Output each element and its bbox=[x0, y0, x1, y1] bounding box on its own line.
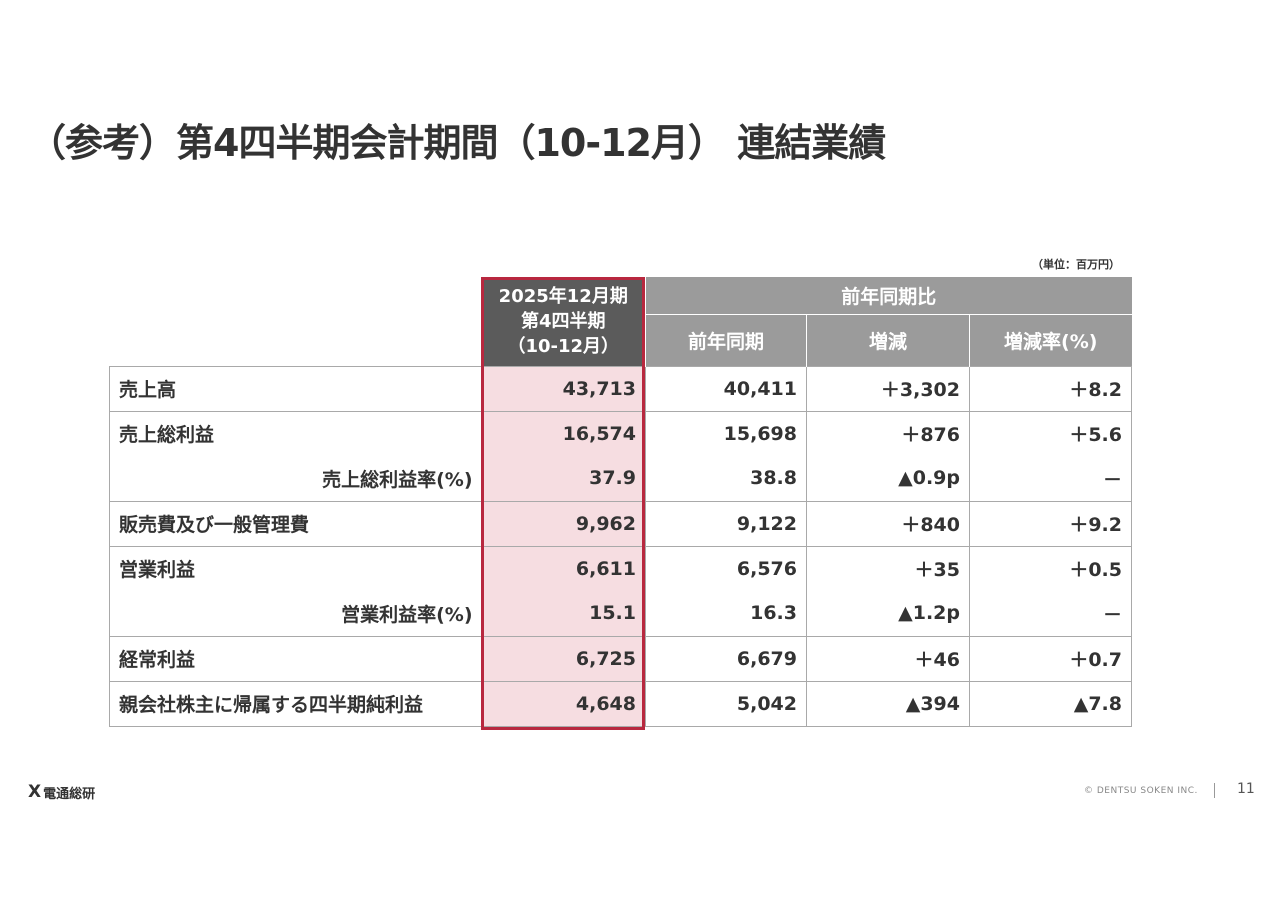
prev-value: 38.8 bbox=[645, 456, 807, 501]
header-blank bbox=[109, 277, 482, 366]
table-row: 販売費及び一般管理費 9,962 9,122 ＋840 ＋9.2 bbox=[109, 500, 1132, 546]
prev-value: 40,411 bbox=[645, 365, 807, 411]
row-label: 親会社株主に帰属する四半期純利益 bbox=[109, 680, 482, 727]
financial-table: 2025年12月期 第4四半期 （10-12月） 前年同期比 前年同期 増減 増… bbox=[109, 277, 1132, 727]
prev-value: 16.3 bbox=[645, 591, 807, 636]
current-value: 15.1 bbox=[481, 591, 646, 636]
header-change-rate: 増減率(%) bbox=[969, 313, 1132, 366]
table-row: 親会社株主に帰属する四半期純利益 4,648 5,042 ▲394 ▲7.8 bbox=[109, 680, 1132, 727]
prev-value: 15,698 bbox=[645, 410, 807, 456]
rate-value: ＋8.2 bbox=[969, 365, 1132, 411]
footer-divider bbox=[1214, 783, 1215, 798]
rate-value: ＋0.7 bbox=[969, 635, 1132, 681]
prev-value: 6,679 bbox=[645, 635, 807, 681]
header-current-period: 2025年12月期 第4四半期 （10-12月） bbox=[481, 277, 646, 366]
current-value: 6,725 bbox=[481, 635, 646, 681]
table-row: 営業利益 6,611 6,576 ＋35 ＋0.5 bbox=[109, 545, 1132, 591]
logo-mark-icon: X bbox=[28, 782, 42, 802]
change-value: ▲0.9p bbox=[806, 456, 970, 501]
prev-value: 9,122 bbox=[645, 500, 807, 546]
rate-value: ＋9.2 bbox=[969, 500, 1132, 546]
row-label: 経常利益 bbox=[109, 635, 482, 681]
company-logo: X 電通総研 bbox=[28, 782, 95, 802]
table-row: 売上総利益率(%) 37.9 38.8 ▲0.9p － bbox=[109, 456, 1132, 501]
change-value: ＋35 bbox=[806, 545, 970, 591]
row-label: 売上高 bbox=[109, 365, 482, 411]
copyright: © DENTSU SOKEN INC. bbox=[1084, 786, 1198, 796]
page-title: （参考）第4四半期会計期間（10-12月） 連結業績 bbox=[28, 121, 886, 165]
row-label: 販売費及び一般管理費 bbox=[109, 500, 482, 546]
table-row: 営業利益率(%) 15.1 16.3 ▲1.2p － bbox=[109, 591, 1132, 636]
rate-value: ▲7.8 bbox=[969, 680, 1132, 727]
change-value: ＋46 bbox=[806, 635, 970, 681]
header-change: 増減 bbox=[806, 313, 970, 366]
row-label: 売上総利益率(%) bbox=[109, 456, 482, 501]
change-value: ▲1.2p bbox=[806, 591, 970, 636]
logo-text: 電通総研 bbox=[43, 786, 96, 802]
change-value: ▲394 bbox=[806, 680, 970, 727]
change-value: ＋876 bbox=[806, 410, 970, 456]
current-value: 37.9 bbox=[481, 456, 646, 501]
current-value: 4,648 bbox=[481, 680, 646, 727]
row-label: 営業利益 bbox=[109, 545, 482, 591]
unit-note: （単位：百万円） bbox=[1032, 258, 1120, 271]
prev-value: 6,576 bbox=[645, 545, 807, 591]
change-value: ＋840 bbox=[806, 500, 970, 546]
current-value: 9,962 bbox=[481, 500, 646, 546]
table-row: 経常利益 6,725 6,679 ＋46 ＋0.7 bbox=[109, 635, 1132, 681]
rate-value: ＋0.5 bbox=[969, 545, 1132, 591]
header-current-line1: 2025年12月期 bbox=[498, 285, 628, 307]
table-row: 売上総利益 16,574 15,698 ＋876 ＋5.6 bbox=[109, 410, 1132, 456]
page-number: 11 bbox=[1237, 781, 1255, 797]
header-comparison: 前年同期比 bbox=[645, 277, 1132, 314]
row-label: 売上総利益 bbox=[109, 410, 482, 456]
rate-value: ＋5.6 bbox=[969, 410, 1132, 456]
header-current-line2: 第4四半期 bbox=[520, 310, 606, 332]
header-prev-period: 前年同期 bbox=[645, 313, 807, 366]
current-value: 16,574 bbox=[481, 410, 646, 456]
current-value: 6,611 bbox=[481, 545, 646, 591]
current-value: 43,713 bbox=[481, 365, 646, 411]
row-label: 営業利益率(%) bbox=[109, 591, 482, 636]
change-value: ＋3,302 bbox=[806, 365, 970, 411]
table-row: 売上高 43,713 40,411 ＋3,302 ＋8.2 bbox=[109, 365, 1132, 411]
header-current-line3: （10-12月） bbox=[507, 335, 620, 357]
rate-value: － bbox=[969, 456, 1132, 501]
rate-value: － bbox=[969, 591, 1132, 636]
prev-value: 5,042 bbox=[645, 680, 807, 727]
